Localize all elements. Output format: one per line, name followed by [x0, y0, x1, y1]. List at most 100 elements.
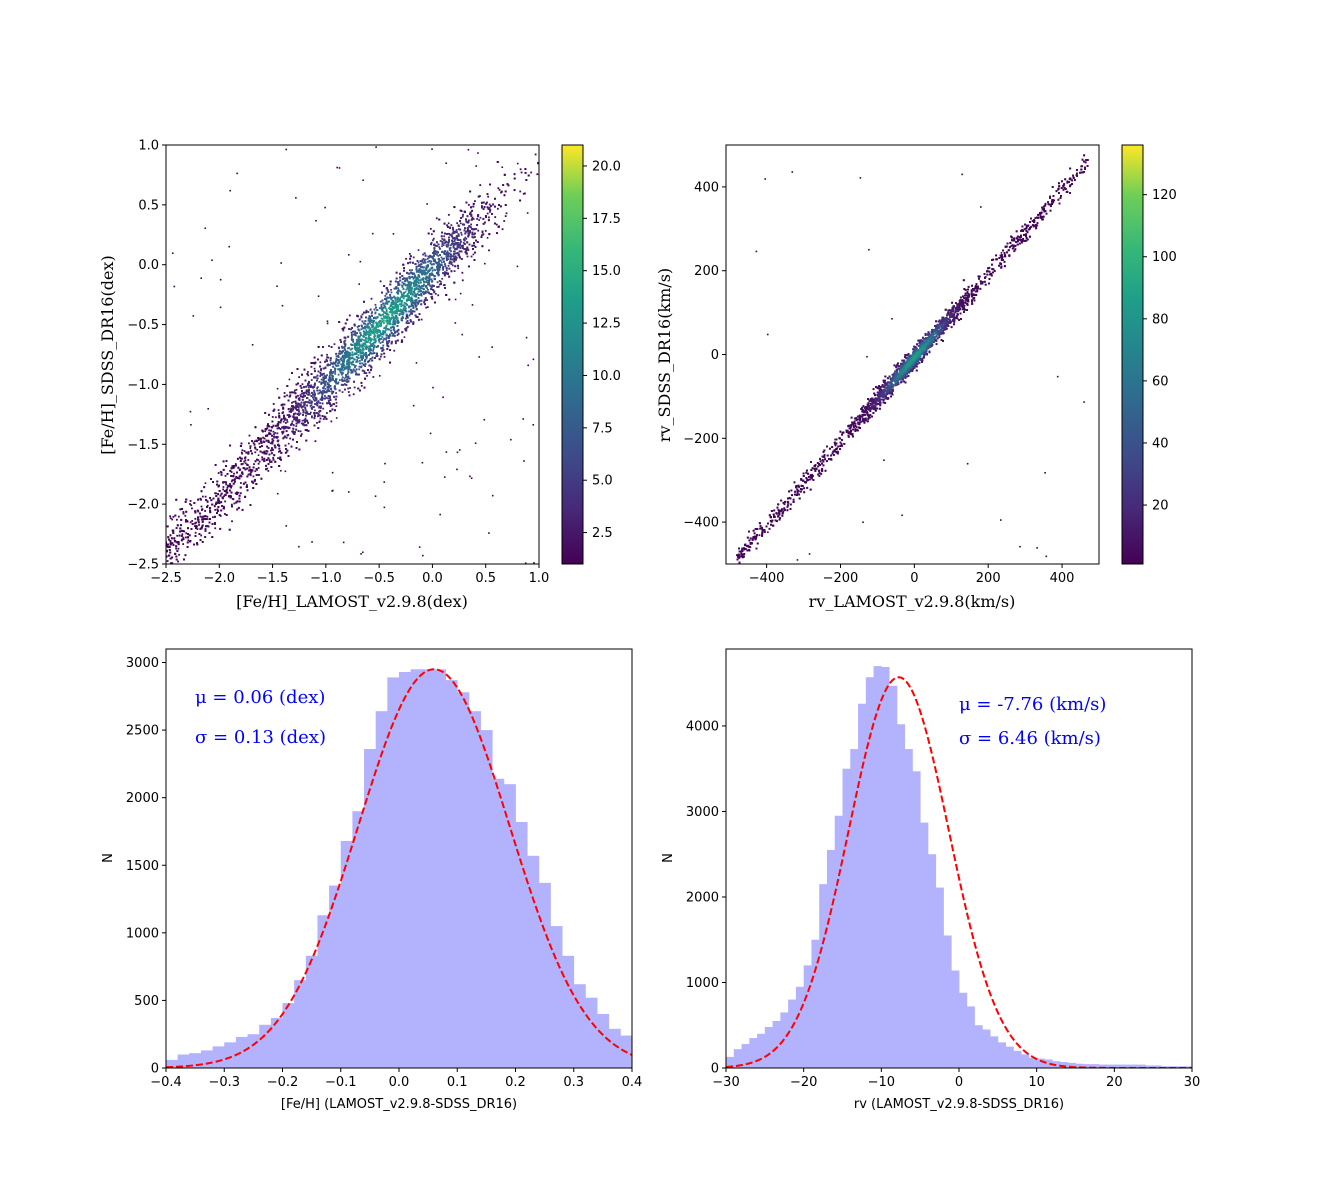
feh-point: [191, 507, 193, 510]
feh-point: [340, 357, 343, 360]
feh-point: [330, 378, 333, 381]
feh-point: [364, 334, 367, 337]
feh-point: [445, 256, 448, 258]
feh-point: [364, 327, 366, 330]
feh-point: [459, 222, 462, 225]
feh-point: [444, 265, 447, 268]
feh-point: [417, 302, 420, 305]
feh-point: [379, 314, 382, 317]
feh-point: [475, 228, 478, 230]
feh-point: [337, 373, 340, 376]
feh-point: [529, 138, 531, 140]
feh-point: [320, 378, 323, 381]
feh-point: [345, 367, 348, 370]
feh-point: [214, 492, 216, 495]
feh-point: [269, 442, 272, 445]
feh-point: [418, 276, 421, 279]
feh-point: [431, 239, 434, 242]
feh-point: [297, 408, 300, 411]
feh-point: [313, 367, 316, 370]
feh-point: [244, 468, 247, 471]
feh-point: [459, 209, 462, 212]
feh-point: [453, 270, 456, 273]
feh-point: [286, 394, 288, 397]
feh-point: [379, 342, 382, 344]
feh-point: [357, 337, 360, 340]
feh-point: [437, 274, 440, 277]
feh-point: [178, 553, 181, 556]
feh-point: [420, 263, 423, 266]
feh-point: [476, 218, 479, 220]
feh-point: [376, 315, 379, 318]
feh-point: [297, 421, 300, 424]
feh-point: [501, 228, 504, 231]
feh-point: [266, 427, 269, 430]
feh-point: [488, 249, 490, 252]
feh-point: [407, 297, 410, 300]
feh-point: [369, 320, 372, 323]
feh-point: [437, 294, 440, 297]
feh-point: [429, 227, 432, 230]
feh-point: [309, 411, 312, 414]
feh-point: [391, 314, 393, 316]
feh-point: [302, 409, 304, 411]
feh-point: [348, 346, 351, 349]
feh-point: [456, 237, 458, 240]
feh-point: [353, 358, 355, 361]
feh-point: [372, 376, 375, 378]
feh-point: [291, 401, 293, 404]
feh-point: [406, 325, 409, 328]
feh-point: [381, 318, 384, 320]
feh-point: [230, 485, 233, 487]
feh-point: [292, 408, 295, 411]
feh-point: [368, 345, 370, 348]
feh-point: [261, 456, 264, 459]
feh-point: [385, 310, 388, 313]
feh-point: [384, 294, 387, 297]
feh-point: [176, 518, 178, 521]
feh-point: [300, 433, 303, 436]
feh-point: [458, 246, 461, 248]
feh-point: [341, 391, 344, 393]
feh-point: [338, 379, 341, 381]
feh-point: [373, 338, 375, 341]
feh-point: [404, 295, 407, 298]
feh-point: [361, 349, 364, 352]
feh-point: [286, 420, 289, 423]
feh-point: [313, 362, 316, 365]
feh-point: [387, 297, 390, 299]
feh-point: [347, 391, 350, 393]
feh-point: [189, 521, 192, 524]
feh-point: [199, 497, 202, 500]
feh-point: [390, 301, 393, 304]
feh-point: [364, 323, 367, 325]
feh-point: [294, 416, 297, 419]
feh-point: [504, 215, 507, 218]
feh-point: [436, 281, 439, 284]
feh-point: [382, 344, 385, 347]
feh-point: [494, 216, 497, 219]
feh-point: [396, 334, 399, 337]
feh-point: [348, 357, 350, 360]
feh-point: [381, 336, 384, 338]
feh-point: [277, 409, 280, 411]
feh-point: [355, 372, 358, 375]
feh-point: [477, 229, 480, 232]
feh-point: [248, 434, 251, 437]
feh-point: [400, 291, 403, 294]
feh-point: [182, 571, 184, 573]
feh-point: [419, 287, 422, 289]
feh-point: [413, 299, 416, 302]
feh-point: [352, 369, 355, 372]
feh-point: [343, 351, 346, 354]
feh-point: [488, 203, 491, 206]
feh-point: [364, 341, 367, 343]
feh-point: [443, 235, 446, 238]
feh-point: [426, 287, 428, 290]
feh-point: [434, 292, 437, 295]
feh-point: [328, 345, 330, 347]
feh-point: [409, 305, 412, 308]
feh-point: [190, 504, 193, 507]
feh-point: [177, 547, 180, 550]
feh-point: [353, 342, 356, 345]
